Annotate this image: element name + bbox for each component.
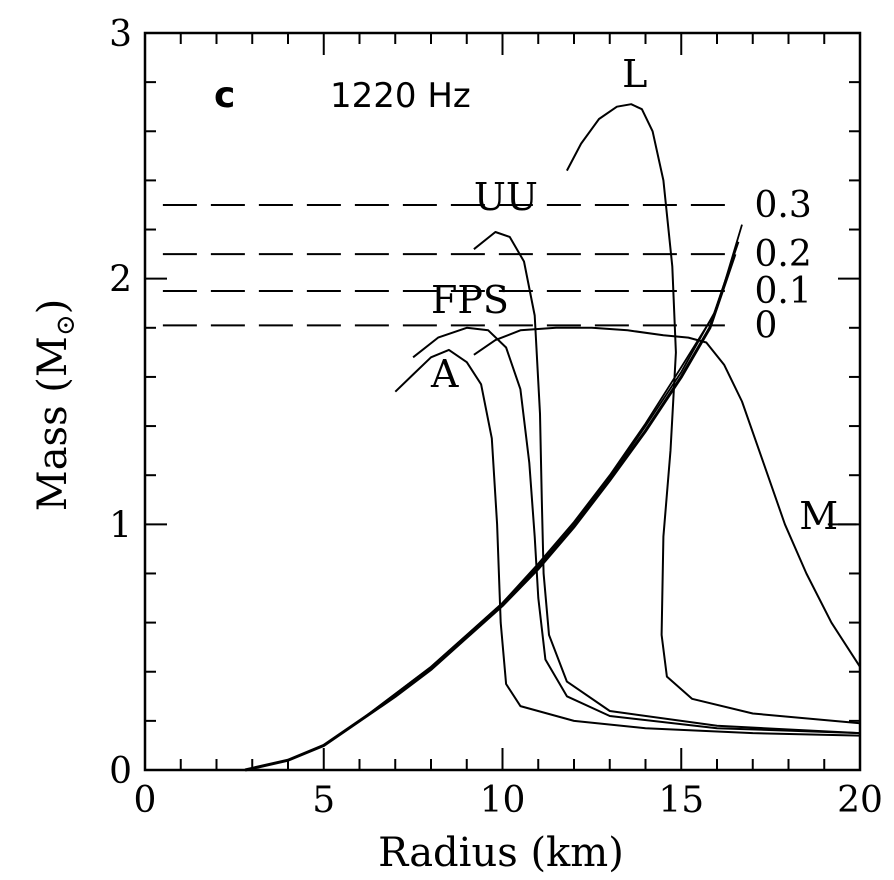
y-tick-label: 2 — [109, 260, 132, 301]
y-tick-labels: 0 1 2 3 — [109, 14, 132, 792]
reference-line-label: 0.1 — [755, 271, 812, 312]
panel-label: c — [214, 75, 235, 116]
x-tick-labels: 0 5 10 15 20 — [134, 780, 883, 821]
reference-line-label: 0 — [755, 305, 778, 346]
y-axis-title-text: Mass (M — [30, 336, 76, 511]
series-label-l: L — [622, 52, 647, 96]
series-line-a — [394, 348, 861, 737]
x-tick-label: 10 — [480, 780, 526, 821]
series-line-uu — [473, 231, 861, 735]
mass-shedding-line — [244, 224, 743, 771]
frequency-label: 1220 Hz — [330, 76, 471, 116]
series-label-a: A — [430, 352, 459, 396]
reference-lines: 0.3 0.20.10 — [162, 185, 812, 346]
series-label-uu: UU — [474, 175, 538, 219]
y-axis-title-sub: ⊙ — [51, 314, 81, 336]
x-tick-label: 5 — [312, 780, 335, 821]
y-axis-title: Mass (M⊙) — [30, 299, 81, 512]
reference-line-label: 0.2 — [755, 234, 812, 275]
y-tick-label: 3 — [109, 14, 132, 55]
series-label-fps: FPS — [431, 278, 509, 322]
x-tick-label: 15 — [658, 780, 704, 821]
axis-ticks — [144, 32, 861, 771]
reference-line-label: 0.3 — [755, 185, 812, 226]
curve-labels: A FPS UU M L — [430, 52, 857, 538]
y-tick-label: 1 — [109, 505, 132, 546]
plot-frame — [143, 31, 862, 772]
y-tick-label: 0 — [109, 751, 132, 792]
series-line-l — [566, 103, 861, 725]
y-axis-title-close: ) — [30, 299, 76, 315]
mass-shedding-curves — [244, 224, 743, 772]
x-tick-label: 20 — [837, 780, 883, 821]
x-tick-label: 0 — [134, 780, 157, 821]
series-label-m: M — [799, 494, 838, 538]
series-line-fps — [412, 326, 861, 735]
x-axis-title: Radius (km) — [378, 830, 624, 876]
